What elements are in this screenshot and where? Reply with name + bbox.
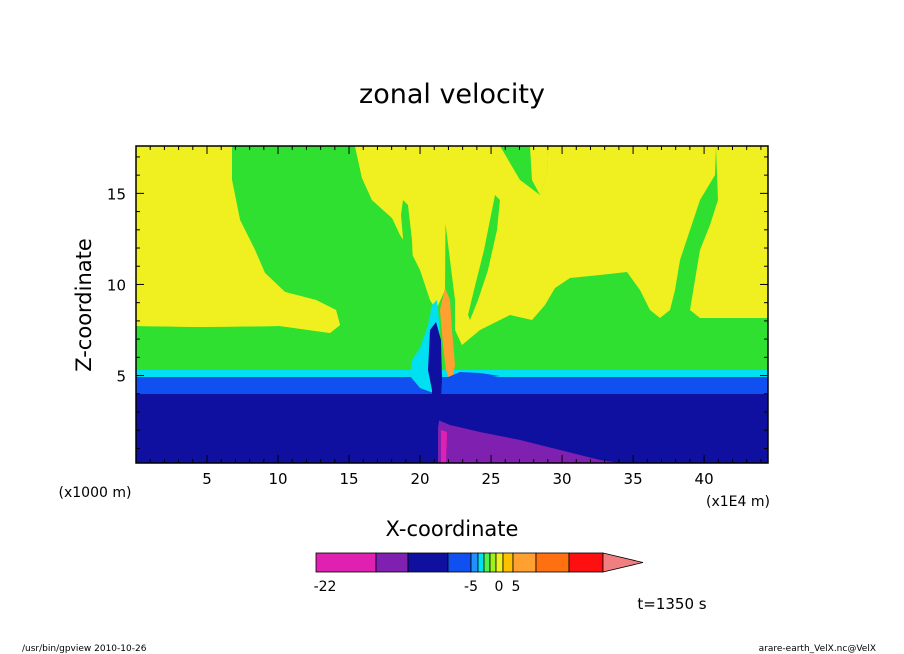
x-tick-label: 20 [410, 470, 429, 488]
x-tick-label: 40 [695, 470, 714, 488]
jet-orange [440, 288, 455, 385]
axis-ticks: 5 10 15 20 25 30 35 40 5 10 15 [107, 146, 768, 488]
colorbar-label: -5 [464, 579, 478, 595]
region-upper-island-b [355, 146, 440, 310]
colorbar-label: 5 [512, 579, 521, 595]
time-label: t=1350 s [637, 595, 706, 613]
x-unit-label: (x1E4 m) [706, 494, 770, 510]
colorbar-bin [447, 552, 472, 573]
jet-deep [428, 322, 442, 440]
chart-title: zonal velocity [359, 79, 545, 110]
region-upper-island-a [136, 146, 340, 333]
colorbar-label: -22 [314, 579, 337, 595]
colorbar-bin [477, 552, 485, 573]
x-tick-label: 25 [482, 470, 501, 488]
region-strong-westward [441, 430, 447, 463]
region-westward [438, 420, 620, 463]
x-tick-label: 35 [624, 470, 643, 488]
colorbar-bin [470, 552, 479, 573]
region-upper-right [690, 146, 768, 318]
region-upper-island-c [440, 146, 716, 345]
footer-right: arare-earth_VelX.nc@VelX [759, 644, 876, 654]
colorbar-bin [512, 552, 537, 573]
y-tick-label: 15 [107, 185, 126, 203]
x-tick-label: 10 [268, 470, 287, 488]
footer-left: /usr/bin/gpview 2010-10-26 [22, 644, 147, 654]
colorbar-bin [375, 552, 409, 573]
colorbar-bin [407, 552, 449, 573]
plot-frame [135, 145, 769, 464]
colorbar-bin [483, 552, 491, 573]
region-weak-finger-1 [401, 200, 414, 290]
colorbar-bin [568, 552, 604, 573]
colorbar-bin [535, 552, 570, 573]
x-axis-label: X-coordinate [386, 517, 519, 541]
x-tick-label: 15 [339, 470, 358, 488]
colorbar-overflow-arrow [602, 552, 644, 573]
colorbar-bin [502, 552, 514, 573]
contour-field [136, 146, 768, 463]
colorbar-bin [495, 552, 504, 573]
y-tick-label: 10 [107, 276, 126, 294]
region-weak-finger-2 [468, 195, 500, 320]
colorbar-bin [315, 552, 377, 573]
y-tick-label: 5 [116, 368, 126, 386]
colorbar-bin [489, 552, 497, 573]
colorbar: -22 -5 0 5 [314, 552, 644, 595]
jet-lower-blue [446, 372, 500, 390]
colorbar-label: 0 [495, 579, 504, 595]
region-weak-mid [460, 146, 768, 376]
y-unit-label: (x1000 m) [59, 485, 132, 501]
x-tick-label: 5 [202, 470, 212, 488]
x-tick-label: 30 [553, 470, 572, 488]
y-axis-label: Z-coordinate [72, 238, 96, 372]
